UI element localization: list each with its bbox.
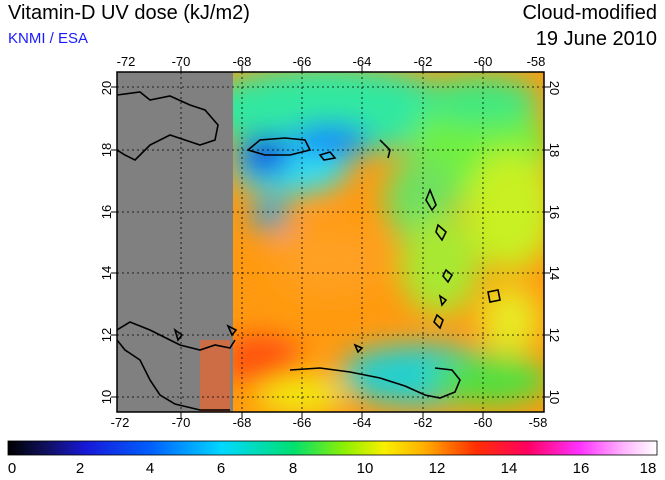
colorbar-label: 16	[572, 460, 590, 477]
colorbar-label: 6	[216, 460, 226, 477]
lon-tick-label-bottom: -60	[474, 415, 493, 430]
lon-tick-label-bottom: -68	[233, 415, 252, 430]
lon-tick-label-top: -58	[527, 54, 546, 69]
axis-ticks	[111, 66, 550, 418]
lat-tick-label-left: 18	[99, 143, 114, 157]
lon-tick-label-top: -64	[353, 54, 372, 69]
colorbar	[7, 440, 658, 456]
colorbar-label: 10	[356, 460, 374, 477]
colorbar-label: 0	[7, 460, 17, 477]
lon-tick-label-top: -60	[474, 54, 493, 69]
lat-tick-label-left: 20	[99, 81, 114, 95]
lat-tick-label-left: 14	[99, 266, 114, 280]
lat-tick-label-right: 18	[547, 143, 562, 157]
lon-tick-label-bottom: -66	[293, 415, 312, 430]
product-type: Cloud-modified	[522, 2, 657, 24]
colorbar-label: 4	[145, 460, 155, 477]
map-title: Vitamin-D UV dose (kJ/m2)	[8, 2, 250, 24]
colorbar-label: 8	[288, 460, 298, 477]
lat-tick-label-left: 12	[99, 328, 114, 342]
lat-tick-label-right: 14	[547, 266, 562, 280]
lat-tick-label-left: 10	[99, 390, 114, 404]
colorbar-label: 2	[75, 460, 85, 477]
graticule	[117, 72, 544, 412]
data-source: KNMI / ESA	[8, 30, 89, 47]
map-date: 19 June 2010	[535, 28, 657, 50]
colorbar-label: 12	[428, 460, 446, 477]
lon-tick-label-bottom: -72	[111, 415, 130, 430]
lon-tick-label-bottom: -70	[172, 415, 191, 430]
coastlines	[117, 91, 501, 411]
lon-tick-label-top: -72	[117, 54, 136, 69]
lon-tick-label-top: -66	[293, 54, 312, 69]
axis-labels: -72 -70 -68 -66 -64 -62 -60 -58 -72 -70 …	[99, 54, 562, 430]
lat-tick-label-right: 20	[547, 81, 562, 95]
lon-tick-label-bottom: -62	[414, 415, 433, 430]
colorbar-label: 14	[500, 460, 518, 477]
lat-tick-label-right: 10	[547, 390, 562, 404]
map-frame	[116, 71, 545, 413]
lat-tick-label-left: 16	[99, 205, 114, 219]
dose-field	[117, 72, 544, 412]
lat-tick-label-right: 12	[547, 328, 562, 342]
lat-tick-label-right: 16	[547, 205, 562, 219]
lon-tick-label-bottom: -64	[353, 415, 372, 430]
colorbar-label: 18	[639, 460, 657, 477]
lon-tick-label-top: -68	[233, 54, 252, 69]
lon-tick-label-top: -62	[414, 54, 433, 69]
lon-tick-label-bottom: -58	[529, 415, 548, 430]
lon-tick-label-top: -70	[172, 54, 191, 69]
